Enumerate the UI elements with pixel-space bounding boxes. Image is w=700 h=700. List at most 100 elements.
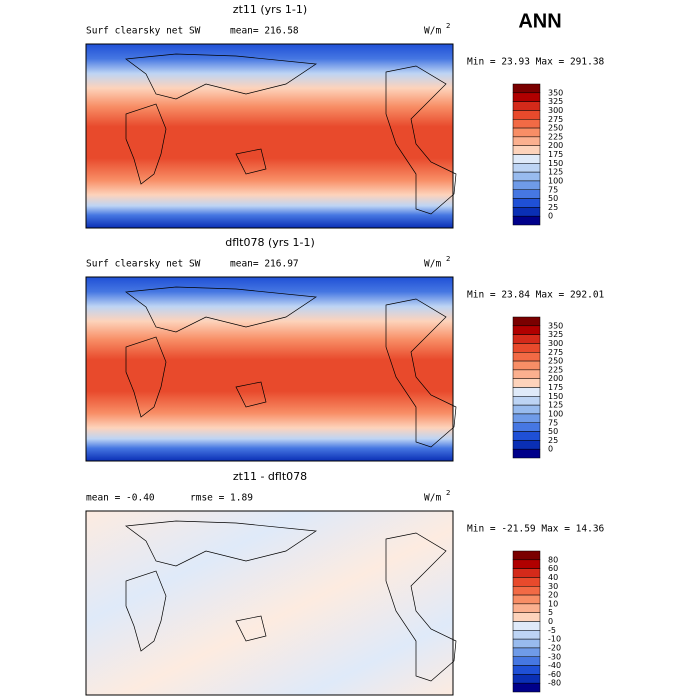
colorbar-label: -40 bbox=[548, 661, 561, 670]
colorbar-box bbox=[512, 92, 541, 102]
coastline bbox=[235, 615, 267, 642]
colorbar-label: -60 bbox=[548, 670, 561, 679]
colorbar-label: 10 bbox=[548, 599, 558, 608]
colorbar-box bbox=[512, 83, 541, 94]
colorbar-label: 225 bbox=[548, 365, 563, 374]
colorbar-box bbox=[512, 630, 541, 640]
colorbar-label: 200 bbox=[548, 141, 563, 150]
colorbar-box bbox=[512, 163, 541, 173]
coastline bbox=[235, 148, 267, 175]
stat-label: rmse = 1.89 bbox=[190, 493, 253, 504]
colorbar-box bbox=[512, 154, 541, 164]
colorbar-label: 350 bbox=[548, 88, 563, 97]
colorbar-box bbox=[512, 422, 541, 432]
stat-label: mean= 216.58 bbox=[230, 26, 299, 37]
colorbar-label: -80 bbox=[548, 679, 561, 688]
colorbar-label: 40 bbox=[548, 573, 558, 582]
panel-title: zt11 - dflt078 bbox=[233, 470, 307, 483]
colorbar-box bbox=[512, 325, 541, 335]
colorbar-box bbox=[512, 127, 541, 138]
stat-label: mean= 216.97 bbox=[230, 259, 299, 270]
colorbar-box bbox=[512, 621, 541, 631]
colorbar-box bbox=[512, 586, 541, 596]
colorbar-box bbox=[512, 594, 541, 605]
colorbar-label: 300 bbox=[548, 339, 563, 348]
colorbar-label: 0 bbox=[548, 617, 553, 626]
colorbar-label: 20 bbox=[548, 591, 558, 600]
map-field bbox=[85, 43, 454, 229]
colorbar-label: 325 bbox=[548, 97, 563, 106]
colorbar-box bbox=[512, 568, 541, 578]
colorbar-box bbox=[512, 550, 541, 561]
colorbar-box bbox=[512, 638, 541, 649]
colorbar-label: 0 bbox=[548, 212, 553, 221]
colorbar-label: 0 bbox=[548, 445, 553, 454]
colorbar-box bbox=[512, 215, 541, 226]
colorbar-box bbox=[512, 378, 541, 388]
colorbar-label: 50 bbox=[548, 427, 558, 436]
colorbar-label: 275 bbox=[548, 348, 563, 357]
colorbar-label: 150 bbox=[548, 159, 563, 168]
coastline bbox=[125, 103, 167, 185]
left-label: mean = -0.40 bbox=[86, 493, 155, 504]
colorbar-box bbox=[512, 448, 541, 459]
colorbar-label: 75 bbox=[548, 418, 558, 427]
coastline bbox=[125, 336, 167, 418]
coastline bbox=[125, 570, 167, 652]
units: W/m bbox=[424, 26, 441, 37]
colorbar-label: -30 bbox=[548, 652, 561, 661]
units-sup: 2 bbox=[446, 489, 450, 497]
colorbar-label: 150 bbox=[548, 392, 563, 401]
colorbar-label: 25 bbox=[548, 203, 558, 212]
colorbar-box bbox=[512, 207, 541, 217]
min-max: Min = 23.84 Max = 292.01 bbox=[467, 290, 605, 301]
units-sup: 2 bbox=[446, 255, 450, 263]
colorbar-box bbox=[512, 171, 541, 182]
colorbar-box bbox=[512, 101, 541, 111]
colorbar-box bbox=[512, 674, 541, 684]
colorbar-box bbox=[512, 440, 541, 450]
colorbar-label: 300 bbox=[548, 106, 563, 115]
colorbar-label: 325 bbox=[548, 330, 563, 339]
colorbar-box bbox=[512, 360, 541, 371]
colorbar-label: -10 bbox=[548, 635, 561, 644]
colorbar-box bbox=[512, 316, 541, 327]
units: W/m bbox=[424, 259, 441, 270]
coastline bbox=[385, 532, 457, 682]
units: W/m bbox=[424, 493, 441, 504]
colorbar-box bbox=[512, 404, 541, 415]
min-max: Min = -21.59 Max = 14.36 bbox=[467, 524, 605, 535]
colorbar-box bbox=[512, 334, 541, 344]
colorbar-label: 250 bbox=[548, 124, 563, 133]
coastline bbox=[385, 298, 457, 448]
colorbar-box bbox=[512, 612, 541, 622]
colorbar-label: 25 bbox=[548, 436, 558, 445]
colorbar-box bbox=[512, 110, 541, 120]
colorbar-label: -5 bbox=[548, 626, 556, 635]
colorbar-label: 100 bbox=[548, 409, 563, 418]
colorbar-label: 100 bbox=[548, 176, 563, 185]
coastline bbox=[125, 520, 318, 567]
panel-title: dflt078 (yrs 1-1) bbox=[225, 236, 315, 249]
map-field bbox=[85, 276, 454, 462]
colorbar-label: -20 bbox=[548, 643, 561, 652]
colorbar-label: 60 bbox=[548, 564, 558, 573]
colorbar-box bbox=[512, 387, 541, 397]
colorbar-label: 5 bbox=[548, 608, 553, 617]
colorbar-box bbox=[512, 198, 541, 208]
map-field bbox=[85, 510, 454, 696]
colorbar-label: 80 bbox=[548, 555, 558, 564]
colorbar-box bbox=[512, 603, 541, 613]
colorbar-box bbox=[512, 119, 541, 129]
colorbar-box bbox=[512, 431, 541, 441]
colorbar-label: 275 bbox=[548, 115, 563, 124]
units-sup: 2 bbox=[446, 22, 450, 30]
colorbar-label: 250 bbox=[548, 357, 563, 366]
season-label: ANN bbox=[518, 10, 561, 32]
coastline bbox=[125, 286, 318, 333]
colorbar-label: 225 bbox=[548, 132, 563, 141]
coastline bbox=[385, 65, 457, 215]
panel-title: zt11 (yrs 1-1) bbox=[233, 3, 307, 16]
colorbar-label: 350 bbox=[548, 321, 563, 330]
